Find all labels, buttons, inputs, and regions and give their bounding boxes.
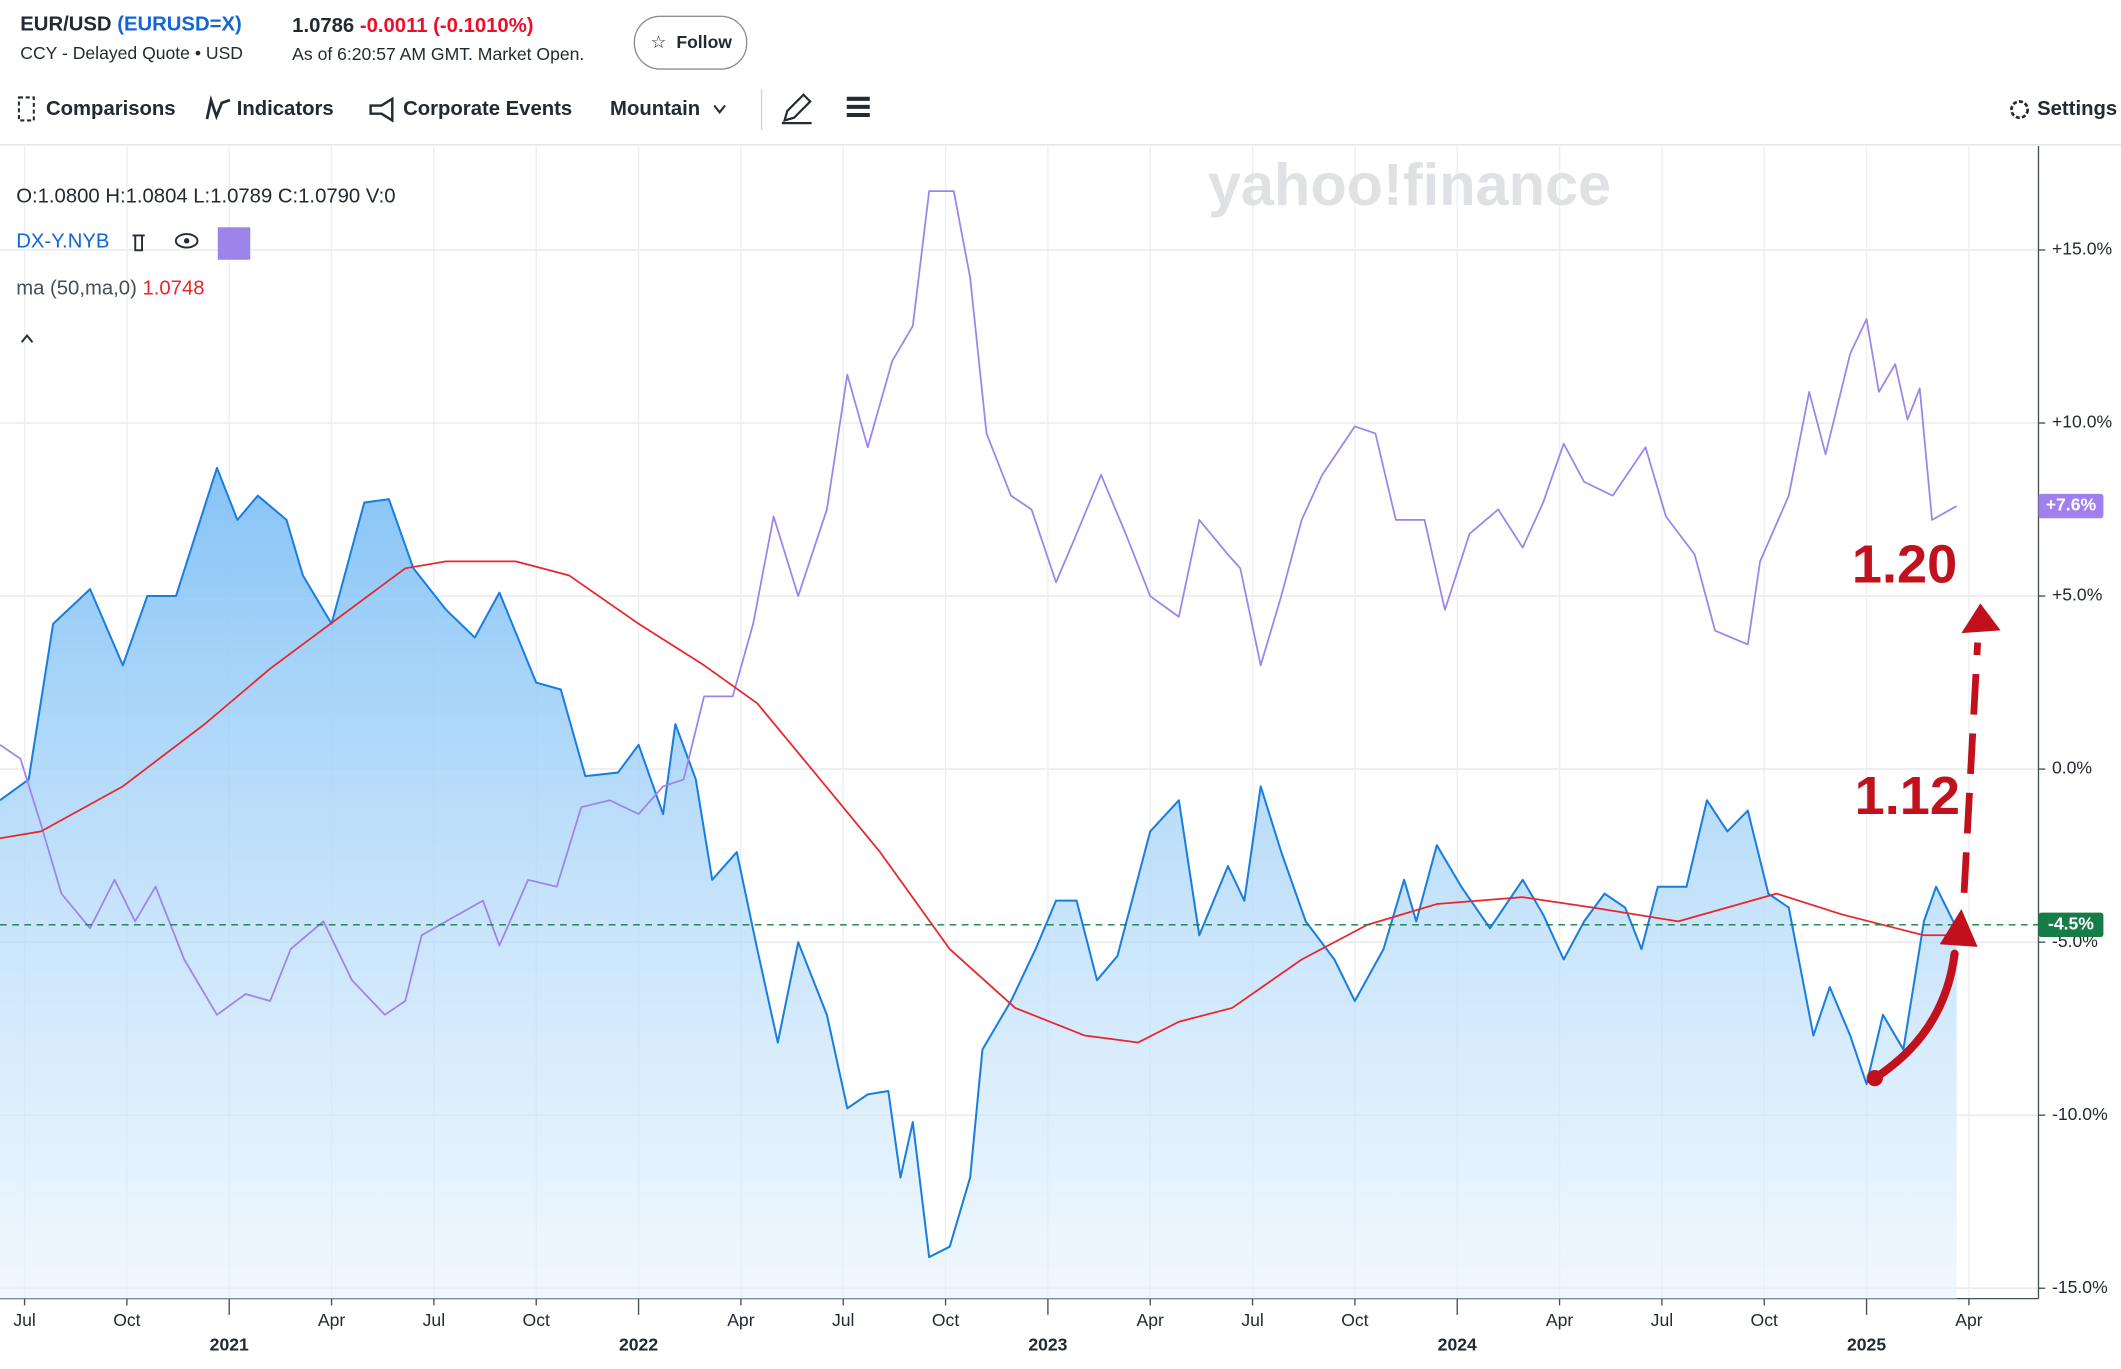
quote-subtitle: CCY - Delayed Quote • USD [20, 43, 243, 63]
x-tick-label: Jul [423, 1310, 445, 1330]
menu-icon[interactable] [846, 96, 870, 118]
annotations: 1.20 1.12 [1852, 534, 2001, 1087]
legend-swatch[interactable] [217, 227, 251, 260]
chart-type-button[interactable]: Mountain [610, 98, 700, 120]
annotation-arrow [1870, 949, 1959, 1083]
dropdown-caret[interactable] [713, 104, 726, 114]
legend-ma: ma (50,ma,0) 1.0748 [16, 278, 204, 300]
as-of: As of 6:20:57 AM GMT. Market Open. [292, 44, 584, 64]
ohlc: O:1.0800 H:1.0804 L:1.0789 C:1.0790 V:0 [16, 186, 395, 208]
watermark: yahoo!finance [1208, 151, 1611, 218]
ohlc-volume: V:0 [366, 186, 396, 208]
price-badge [2038, 912, 2104, 938]
comparisons-button[interactable]: Comparisons [46, 98, 176, 120]
series-line [0, 190, 1958, 1016]
ticker: (EURUSD=X) [117, 14, 242, 36]
ma-name: ma (50,ma,0) [16, 278, 137, 300]
ma-value: 1.0748 [142, 278, 204, 300]
mountain-area [0, 467, 1957, 1299]
price: 1.0786 [292, 15, 354, 37]
x-tick-label: Jul [13, 1310, 35, 1330]
x-tick-label: Apr [727, 1310, 755, 1330]
price-badge-label: -4.5% [2048, 913, 2094, 933]
collapse-icon[interactable] [20, 333, 34, 343]
settings-button[interactable]: Settings [2037, 98, 2117, 120]
x-tick-label: Jul [1241, 1310, 1263, 1330]
indicators-icon[interactable] [205, 95, 231, 121]
ohlc-high: H:1.0804 [105, 186, 187, 208]
x-year-label: 2022 [619, 1335, 658, 1355]
x-tick-label: Apr [318, 1310, 346, 1330]
y-tick-label: -15.0% [2052, 1277, 2108, 1297]
delete-icon[interactable] [132, 234, 145, 252]
y-tick-label: +5.0% [2052, 585, 2102, 605]
price-badge [2038, 493, 2104, 519]
annotation-arrowhead [1939, 909, 1978, 947]
change: -0.0011 [360, 15, 428, 37]
ohlc-low: L:1.0789 [193, 186, 272, 208]
comparisons-icon[interactable] [17, 96, 35, 122]
series-line [0, 560, 1957, 1044]
x-tick-label: Apr [1955, 1310, 1983, 1330]
plot: -15.0%-10.0%-5.0%0.0%+5.0%+10.0%+15.0%Ju… [0, 146, 2112, 1355]
x-tick-label: Oct [1751, 1310, 1778, 1330]
price-badge-label: +7.6% [2046, 495, 2097, 515]
visibility-pupil[interactable] [183, 238, 190, 244]
ohlc-close: C:1.0790 [278, 186, 360, 208]
x-tick-label: Oct [113, 1310, 140, 1330]
events-icon[interactable] [369, 96, 394, 123]
x-year-label: 2024 [1438, 1335, 1477, 1355]
follow-star[interactable]: ☆ [651, 32, 667, 52]
y-tick-label: +15.0% [2052, 239, 2112, 259]
chart-legend: O:1.0800 H:1.0804 L:1.0789 C:1.0790 V:0 … [16, 186, 396, 343]
corporate-events-button[interactable]: Corporate Events [403, 98, 572, 120]
annotation-dashed-arrowhead [1961, 603, 2001, 634]
x-tick-label: Jul [1651, 1310, 1673, 1330]
draw-icon[interactable] [781, 93, 812, 125]
quote-title: EUR/USD (EURUSD=X) [20, 14, 241, 36]
y-tick-label: 0.0% [2052, 758, 2092, 778]
legend-comparison: DX-Y.NYB [16, 231, 109, 253]
quote-header: EUR/USD (EURUSD=X) CCY - Delayed Quote •… [20, 14, 748, 70]
y-tick-label: +10.0% [2052, 412, 2112, 432]
toolbar: Comparisons Indicators Corporate Events … [0, 89, 2121, 146]
change-percent: (-0.1010%) [433, 15, 533, 37]
indicators-button[interactable]: Indicators [237, 98, 334, 120]
ohlc-open: O:1.0800 [16, 186, 99, 208]
visibility-icon[interactable] [174, 233, 199, 249]
settings-icon[interactable] [2010, 100, 2030, 120]
x-tick-label: Oct [932, 1310, 959, 1330]
x-tick-label: Oct [1341, 1310, 1368, 1330]
series-line [0, 466, 1958, 1259]
annotation-level: 1.12 [1855, 766, 1960, 826]
annotation-target: 1.20 [1852, 534, 1957, 594]
follow-button[interactable] [633, 15, 748, 70]
x-tick-label: Apr [1546, 1310, 1574, 1330]
x-tick-label: Oct [523, 1310, 550, 1330]
annotation-dashed-arrow [1960, 642, 1981, 893]
y-tick-label: -10.0% [2052, 1104, 2108, 1124]
follow-label[interactable]: Follow [676, 32, 732, 52]
x-year-label: 2023 [1028, 1335, 1067, 1355]
annotation-start [1866, 1070, 1883, 1087]
x-year-label: 2021 [210, 1335, 249, 1355]
x-tick-label: Jul [832, 1310, 854, 1330]
x-year-label: 2025 [1847, 1335, 1886, 1355]
x-tick-label: Apr [1137, 1310, 1165, 1330]
series-name: EUR/USD [20, 14, 111, 36]
quote-price: 1.0786 -0.0011 (-0.1010%) [292, 15, 533, 37]
